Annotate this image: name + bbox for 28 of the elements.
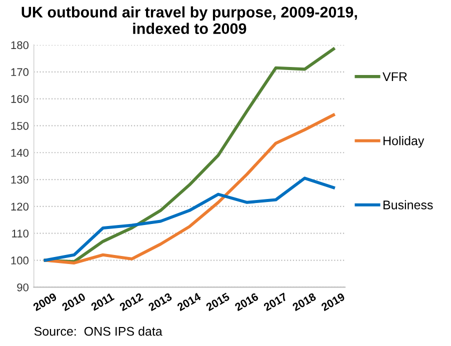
y-tick-label: 130 bbox=[11, 176, 29, 184]
x-tick-label: 2014 bbox=[176, 292, 202, 312]
y-tick-label: 180 bbox=[11, 41, 29, 50]
x-tick-label: 2017 bbox=[263, 292, 288, 312]
x-tick-label: 2016 bbox=[234, 292, 259, 312]
x-tick-label: 2009 bbox=[32, 292, 58, 312]
legend-label: Business bbox=[384, 200, 433, 210]
line-series bbox=[44, 176, 336, 262]
y-tick-label: 90 bbox=[17, 283, 29, 292]
y-tick-label: 100 bbox=[11, 256, 29, 264]
legend-label: VFR bbox=[382, 72, 407, 81]
x-tick-label: 2013 bbox=[148, 292, 172, 312]
y-tick-label: 150 bbox=[11, 122, 29, 130]
y-tick-label: 120 bbox=[11, 202, 29, 211]
legend-label: Holiday bbox=[384, 136, 424, 148]
x-tick-label: 2018 bbox=[292, 292, 317, 312]
y-tick-label: 140 bbox=[11, 148, 29, 157]
x-tick-label: 2011 bbox=[90, 292, 115, 311]
x-tick-label: 2019 bbox=[320, 292, 346, 312]
line-series bbox=[44, 113, 336, 264]
y-tick-label: 110 bbox=[12, 230, 29, 238]
y-tick-label: 160 bbox=[11, 95, 29, 103]
x-tick-label: 2010 bbox=[61, 292, 86, 312]
x-tick-label: 2012 bbox=[118, 292, 144, 312]
y-tick-label: 170 bbox=[11, 68, 29, 76]
source-note: Source: ONS IPS data bbox=[34, 326, 162, 336]
x-tick-label: 2015 bbox=[205, 292, 230, 312]
chart-title: UK outbound air travel by purpose, 2009-2019, indexed to 2009 bbox=[22, 6, 357, 34]
